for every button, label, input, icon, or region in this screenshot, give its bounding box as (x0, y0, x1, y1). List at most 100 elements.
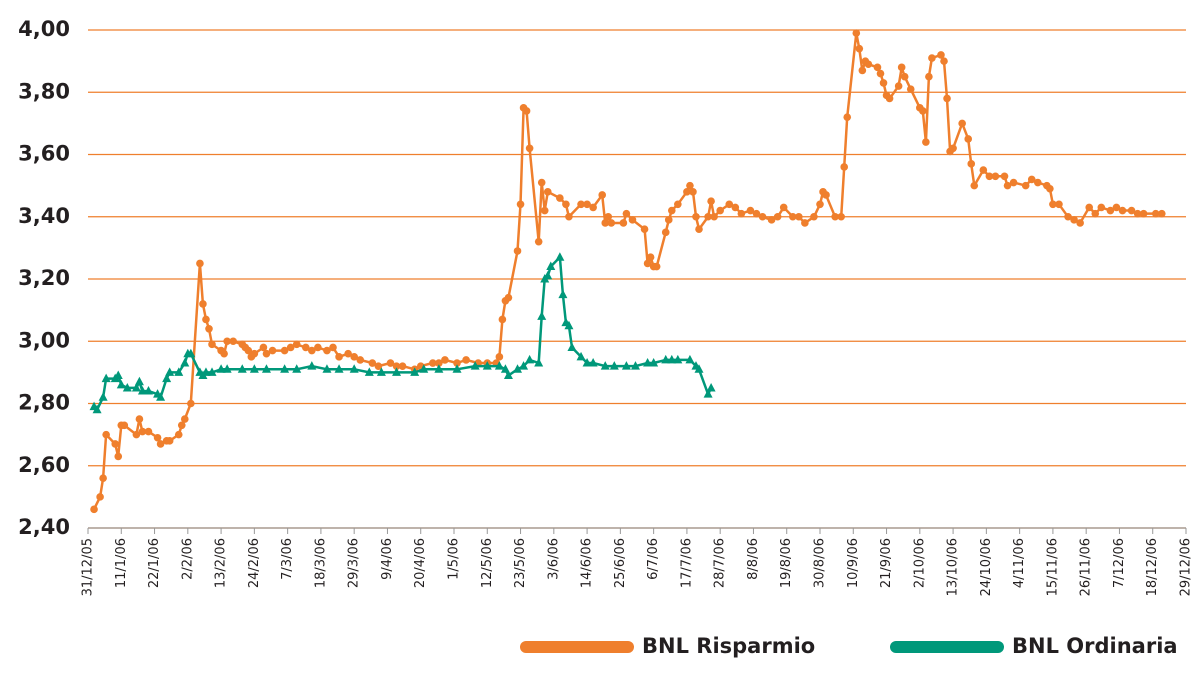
x-tick-label: 13/2/06 (214, 538, 229, 588)
data-point (286, 343, 295, 352)
data-point (132, 430, 141, 439)
data-point (795, 212, 803, 221)
data-point (120, 421, 129, 430)
data-point (840, 163, 848, 171)
data-point (122, 382, 132, 392)
data-point (643, 358, 653, 367)
data-point (674, 200, 682, 209)
data-point (1085, 203, 1094, 212)
x-tick-label: 24/10/06 (979, 538, 994, 596)
data-point (498, 315, 507, 324)
data-point (694, 364, 704, 373)
data-point (958, 119, 966, 128)
data-point (229, 337, 237, 346)
x-tick-label: 26/11/06 (1079, 538, 1094, 596)
data-point (292, 340, 301, 349)
data-point (249, 364, 259, 373)
data-point (1033, 178, 1042, 187)
y-tick-label: 3,80 (18, 79, 70, 103)
x-tick-label: 9/4/06 (380, 538, 395, 580)
data-point (555, 252, 565, 261)
data-point (683, 188, 691, 196)
x-tick-label: 28/7/06 (713, 538, 728, 588)
data-point (350, 353, 358, 361)
data-point (970, 181, 979, 190)
data-point (280, 346, 289, 355)
data-point (92, 404, 102, 414)
data-point (855, 44, 864, 53)
data-point (1046, 184, 1054, 193)
data-point (801, 219, 809, 227)
data-point (967, 160, 976, 168)
data-point (864, 60, 873, 69)
data-point (116, 379, 126, 389)
data-point (519, 361, 529, 370)
data-point (392, 367, 402, 376)
data-point (577, 200, 585, 209)
data-point (98, 392, 108, 401)
data-point (419, 364, 429, 373)
data-point (767, 216, 776, 224)
data-point (138, 427, 147, 436)
data-point (949, 144, 957, 153)
data-point (707, 197, 715, 205)
data-point (852, 29, 861, 37)
data-point (534, 358, 544, 367)
data-point (661, 354, 671, 364)
data-point (1106, 206, 1115, 215)
data-point (1133, 209, 1142, 218)
y-tick-label: 2,60 (18, 453, 70, 477)
data-point (156, 392, 166, 401)
data-point (216, 364, 226, 373)
data-point (368, 359, 377, 367)
data-point (858, 66, 867, 75)
data-point (364, 367, 374, 376)
data-point (135, 415, 144, 423)
y-tick-label: 3,60 (18, 142, 70, 166)
x-tick-label: 12/5/06 (480, 538, 495, 588)
x-tick-label: 7/12/06 (1112, 538, 1127, 588)
data-point (543, 270, 553, 280)
data-point (1112, 203, 1121, 212)
data-point (565, 212, 573, 221)
data-point (558, 289, 568, 299)
data-point (186, 348, 196, 358)
x-tick-label: 22/1/06 (147, 538, 162, 588)
data-point (111, 440, 120, 448)
data-point (737, 209, 746, 218)
data-point (1000, 172, 1009, 181)
data-point (500, 364, 510, 373)
data-point (398, 362, 407, 370)
data-point (788, 212, 797, 221)
data-point (922, 138, 930, 146)
data-point (622, 209, 631, 218)
data-point (667, 206, 676, 215)
x-tick-label: 2/2/06 (180, 538, 195, 580)
data-point (1009, 178, 1018, 187)
data-point (731, 203, 740, 212)
data-point (604, 212, 613, 221)
data-point (991, 172, 1000, 181)
data-point (462, 356, 470, 364)
data-point (546, 261, 556, 271)
y-tick-label: 3,20 (18, 266, 70, 290)
x-tick-label: 18/12/06 (1145, 538, 1160, 596)
data-point (222, 364, 232, 373)
data-point (1118, 206, 1127, 215)
data-point (692, 212, 700, 221)
data-point (925, 72, 933, 81)
data-point (661, 228, 670, 237)
x-tick-label: 14/6/06 (580, 538, 595, 588)
data-point (504, 293, 513, 302)
data-point (919, 107, 927, 115)
data-point (334, 364, 344, 373)
data-point (308, 346, 316, 355)
data-point (90, 505, 98, 514)
data-point (540, 206, 549, 215)
data-point (335, 353, 343, 361)
data-point (441, 356, 449, 364)
data-point (156, 440, 165, 448)
data-point (758, 212, 767, 221)
data-point (513, 247, 522, 255)
data-point (205, 325, 213, 333)
